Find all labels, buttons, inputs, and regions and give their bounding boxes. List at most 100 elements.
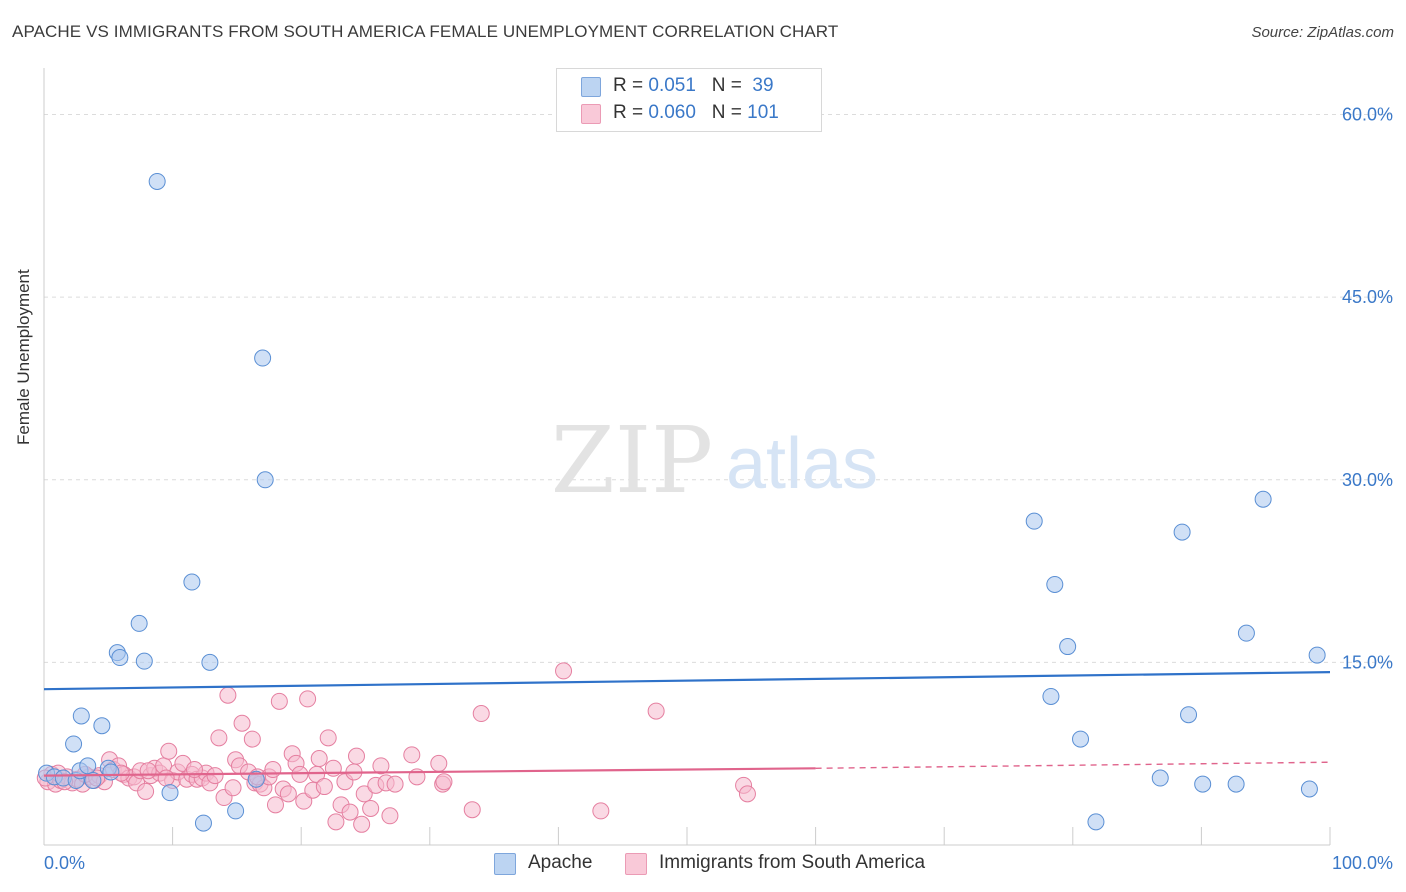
south-america-point bbox=[555, 662, 573, 680]
south-america-point bbox=[403, 746, 421, 764]
apache-point bbox=[1237, 624, 1255, 642]
south-america-point bbox=[430, 754, 448, 772]
south-america-point bbox=[291, 765, 309, 783]
south-america-point bbox=[264, 761, 282, 779]
south-america-point bbox=[592, 802, 610, 820]
sa-r-value: 0.060 bbox=[648, 102, 696, 123]
south-america-point bbox=[315, 778, 333, 796]
south-america-point bbox=[381, 807, 399, 825]
legend-apache-label: Apache bbox=[528, 852, 593, 873]
south-america-point bbox=[372, 757, 390, 775]
grid-layer bbox=[44, 114, 1394, 663]
trend-layer bbox=[43, 671, 1331, 777]
apache-point bbox=[183, 573, 201, 591]
apache-swatch bbox=[581, 77, 601, 97]
south-america-point bbox=[299, 690, 317, 708]
apache-r-value: 0.051 bbox=[648, 75, 696, 96]
apache-point bbox=[72, 707, 90, 725]
south-america-point bbox=[160, 742, 178, 760]
south-america-point bbox=[341, 803, 359, 821]
apache-r-label: R = bbox=[613, 75, 649, 96]
y-tick-label: 45.0% bbox=[1342, 287, 1393, 307]
apache-point bbox=[1300, 780, 1318, 798]
south-america-swatch bbox=[581, 104, 601, 124]
south-america-point bbox=[243, 730, 261, 748]
south-america-point bbox=[647, 702, 665, 720]
apache-point bbox=[1227, 775, 1245, 793]
x-tick-label: 0.0% bbox=[44, 853, 85, 873]
south-america-point bbox=[270, 692, 288, 710]
legend-sa-swatch bbox=[625, 853, 647, 875]
apache-point bbox=[194, 814, 212, 832]
south-america-point bbox=[738, 785, 756, 803]
apache-point bbox=[161, 784, 179, 802]
south-america-point bbox=[279, 785, 297, 803]
south-america-point bbox=[327, 813, 345, 831]
apache-n-label: N = bbox=[711, 75, 748, 96]
south-america-point bbox=[319, 729, 337, 747]
south-america-point bbox=[295, 792, 313, 810]
apache-point bbox=[1173, 523, 1191, 541]
apache-point bbox=[1308, 646, 1326, 664]
watermark-atlas: atlas bbox=[726, 424, 878, 504]
apache-point bbox=[93, 717, 111, 735]
watermark: ZIP atlas bbox=[551, 407, 878, 514]
south-america-point bbox=[137, 782, 155, 800]
south-america-point bbox=[347, 747, 365, 765]
south-america-point bbox=[139, 762, 157, 780]
apache-point bbox=[247, 770, 265, 788]
apache-point bbox=[256, 471, 274, 489]
apache-point bbox=[201, 653, 219, 671]
south-america-point bbox=[310, 750, 328, 768]
apache-trend-line bbox=[43, 671, 1331, 691]
south-america-trend-line bbox=[43, 767, 816, 777]
apache-point bbox=[1180, 706, 1198, 724]
south-america-point bbox=[266, 796, 284, 814]
south-america-point bbox=[355, 785, 373, 803]
y-tick-label: 60.0% bbox=[1342, 105, 1393, 125]
legend-apache-swatch bbox=[494, 853, 516, 875]
apache-point bbox=[1042, 687, 1060, 705]
apache-point bbox=[1046, 575, 1064, 593]
south-america-point bbox=[157, 769, 175, 787]
apache-point bbox=[111, 649, 129, 667]
south-america-point bbox=[353, 815, 371, 833]
apache-point bbox=[102, 763, 120, 781]
south-america-point bbox=[463, 801, 481, 819]
apache-point bbox=[65, 735, 83, 753]
south-america-point bbox=[472, 705, 490, 723]
apache-point bbox=[1059, 638, 1077, 656]
source-label: Source: ZipAtlas.com bbox=[1251, 24, 1394, 41]
apache-point bbox=[227, 802, 245, 820]
sa-r-label: R = bbox=[613, 102, 649, 123]
y-tick-label: 30.0% bbox=[1342, 470, 1393, 490]
south-america-point bbox=[219, 686, 237, 704]
apache-point bbox=[130, 614, 148, 632]
south-america-point bbox=[386, 775, 404, 793]
apache-point bbox=[1087, 813, 1105, 831]
apache-point bbox=[1254, 490, 1272, 508]
apache-point bbox=[1025, 512, 1043, 530]
south-america-point bbox=[210, 729, 228, 747]
apache-point bbox=[1072, 730, 1090, 748]
axis-layer: 15.0% 30.0% 45.0% 60.0% 0.0% 100.0% bbox=[43, 68, 1393, 873]
apache-point bbox=[148, 172, 166, 190]
y-tick-label: 15.0% bbox=[1342, 652, 1393, 672]
apache-point bbox=[135, 652, 153, 670]
south-america-point bbox=[206, 767, 224, 785]
sa-n-label: N = bbox=[711, 102, 748, 123]
apache-n-value: 39 bbox=[752, 75, 774, 96]
south-america-point bbox=[435, 773, 453, 791]
south-america-point bbox=[233, 714, 251, 732]
apache-point bbox=[84, 771, 102, 789]
apache-point bbox=[254, 349, 272, 367]
south-america-point bbox=[224, 779, 242, 797]
south-america-trend-extension bbox=[815, 761, 1331, 769]
x-tick-label: 100.0% bbox=[1332, 853, 1393, 873]
south-america-point bbox=[362, 799, 380, 817]
apache-point bbox=[79, 757, 97, 775]
chart-title: APACHE VS IMMIGRANTS FROM SOUTH AMERICA … bbox=[12, 22, 839, 41]
legend-sa-label: Immigrants from South America bbox=[659, 852, 926, 873]
apache-point bbox=[1151, 769, 1169, 787]
